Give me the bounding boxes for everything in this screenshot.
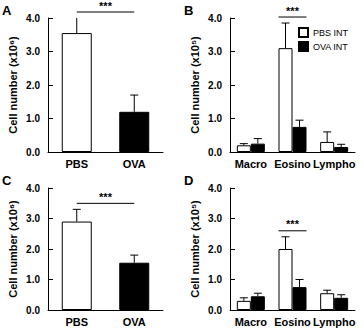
svg-text:B: B [184, 3, 193, 18]
svg-text:2.0: 2.0 [208, 80, 222, 91]
svg-text:1.0: 1.0 [208, 274, 222, 285]
svg-text:3.0: 3.0 [26, 213, 40, 224]
svg-text:3.0: 3.0 [208, 46, 222, 57]
svg-text:Eosino: Eosino [274, 316, 311, 328]
svg-text:4.0: 4.0 [208, 13, 222, 24]
svg-text:Lympho: Lympho [313, 316, 356, 328]
svg-text:Cell number (x10⁵): Cell number (x10⁵) [189, 36, 201, 134]
svg-text:Cell number (x10⁶): Cell number (x10⁶) [7, 200, 19, 298]
svg-text:0.0: 0.0 [26, 305, 40, 316]
svg-text:Macro: Macro [235, 158, 268, 170]
svg-text:***: *** [286, 5, 300, 17]
svg-text:***: *** [286, 218, 300, 230]
svg-text:D: D [184, 173, 193, 188]
svg-text:4.0: 4.0 [26, 13, 40, 24]
svg-text:0.0: 0.0 [26, 147, 40, 158]
svg-text:C: C [2, 173, 12, 188]
svg-text:Cell number (x10⁶): Cell number (x10⁶) [7, 36, 19, 134]
svg-text:PBS: PBS [65, 158, 88, 170]
svg-text:4.0: 4.0 [208, 183, 222, 194]
svg-text:1.0: 1.0 [208, 113, 222, 124]
svg-text:2.0: 2.0 [26, 244, 40, 255]
svg-text:***: *** [99, 191, 113, 203]
svg-text:OVA: OVA [123, 158, 146, 170]
svg-text:PBS: PBS [65, 316, 88, 328]
svg-text:4.0: 4.0 [26, 183, 40, 194]
svg-text:Cell number (x10⁵): Cell number (x10⁵) [189, 200, 201, 298]
svg-text:A: A [2, 3, 12, 18]
svg-text:OVA INT: OVA INT [313, 42, 348, 52]
svg-text:Eosino: Eosino [274, 158, 311, 170]
svg-text:PBS INT: PBS INT [313, 28, 349, 38]
svg-text:3.0: 3.0 [26, 46, 40, 57]
svg-text:2.0: 2.0 [208, 244, 222, 255]
svg-text:1.0: 1.0 [26, 113, 40, 124]
svg-text:Macro: Macro [235, 316, 268, 328]
svg-text:Lympho: Lympho [313, 158, 356, 170]
svg-text:***: *** [99, 0, 113, 12]
svg-text:2.0: 2.0 [26, 80, 40, 91]
svg-text:0.0: 0.0 [208, 147, 222, 158]
svg-text:3.0: 3.0 [208, 213, 222, 224]
svg-text:0.0: 0.0 [208, 305, 222, 316]
svg-text:OVA: OVA [123, 316, 146, 328]
svg-text:1.0: 1.0 [26, 274, 40, 285]
